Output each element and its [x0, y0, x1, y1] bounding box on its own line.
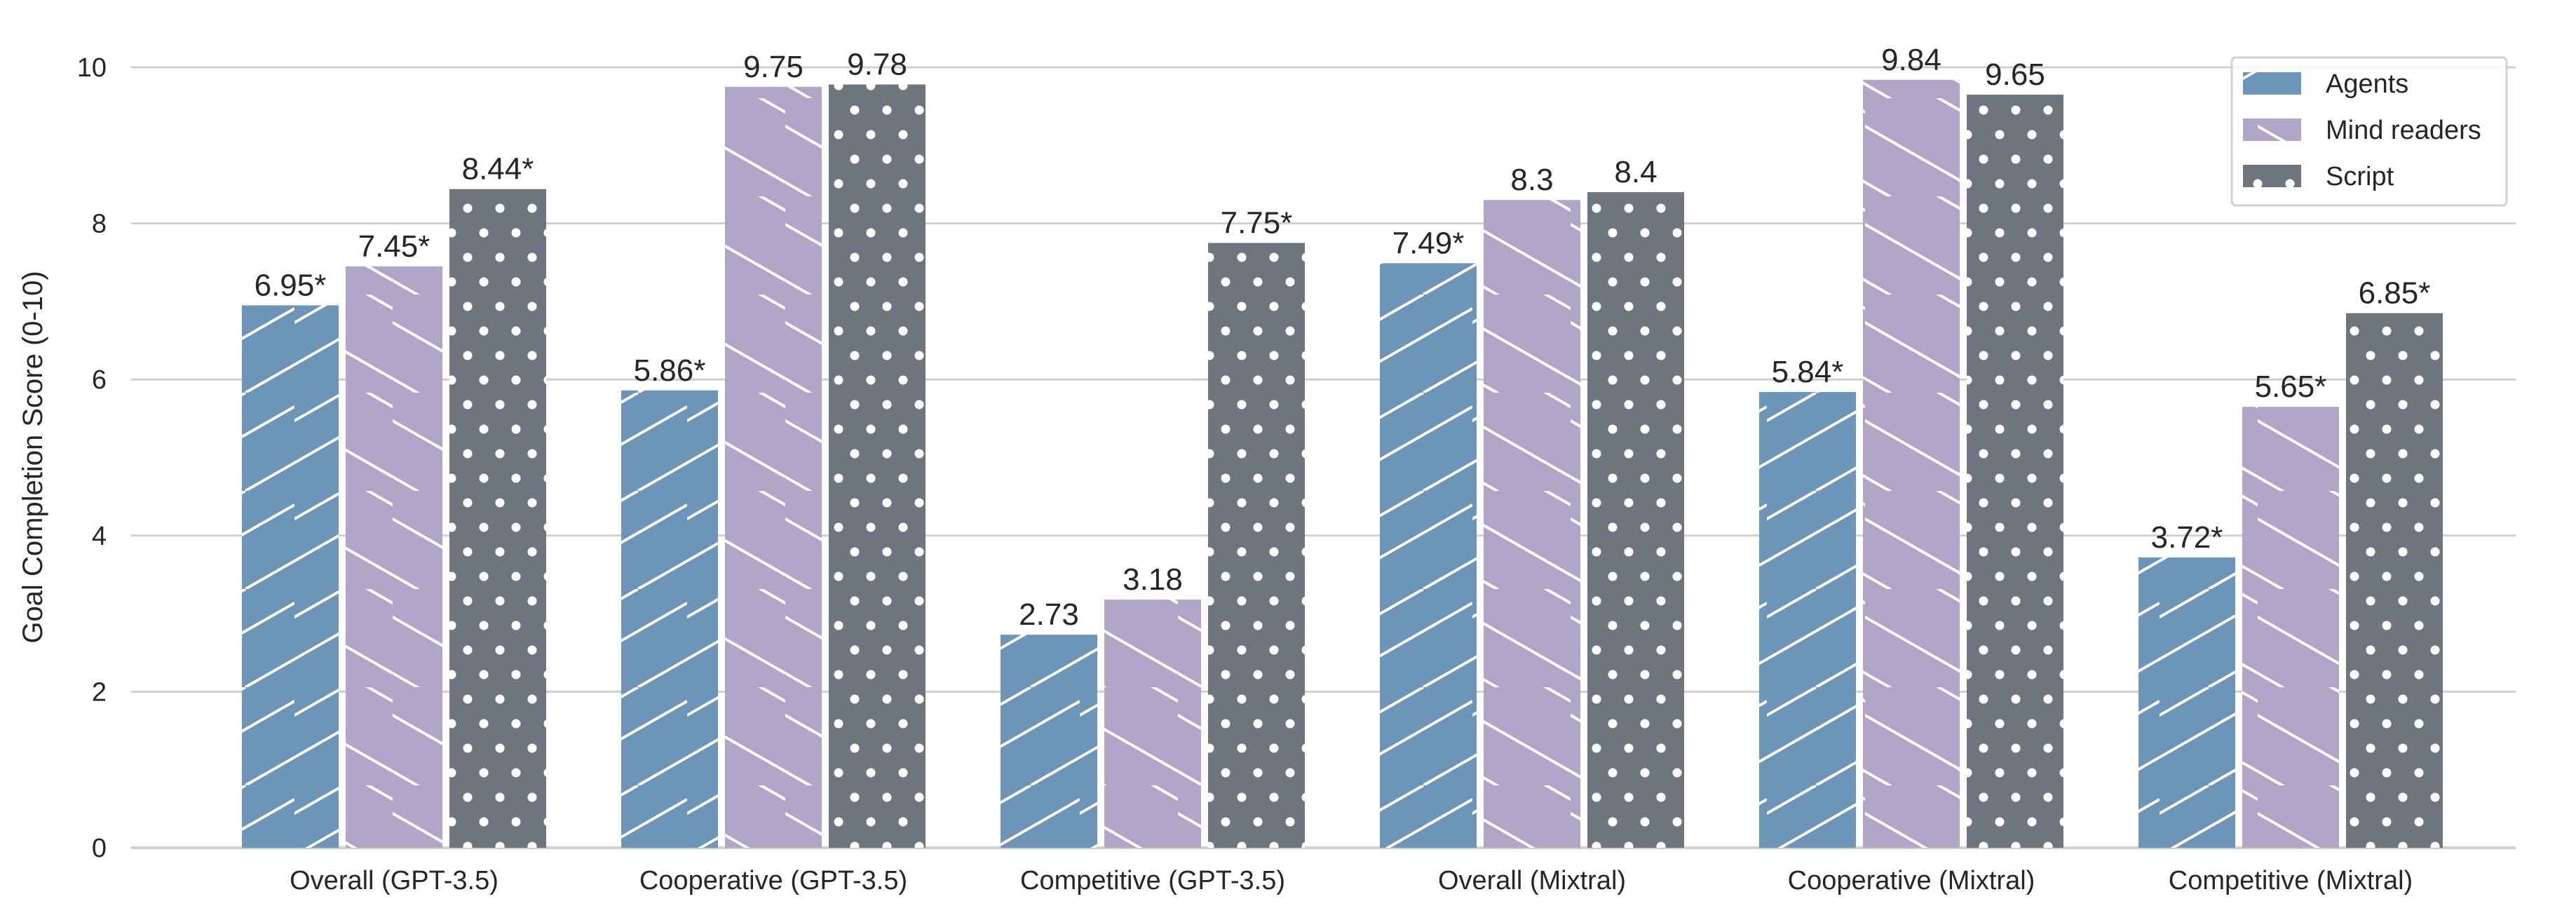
y-tick-label: 0 — [92, 834, 107, 863]
x-tick-label: Overall (Mixtral) — [1438, 866, 1626, 895]
bar-mind-readers — [725, 86, 822, 848]
bar-mind-readers — [1104, 600, 1201, 848]
value-labels: 6.95* 7.45* 8.44* 5.86* 9.75 9.78 2.73 3.18 7.75… — [255, 43, 2431, 632]
data-label: 5.86* — [634, 353, 706, 388]
y-tick-label: 6 — [92, 365, 107, 395]
data-label: 7.45* — [358, 229, 431, 264]
bars — [242, 79, 2443, 848]
y-axis-ticks: 0 2 4 6 8 10 — [77, 53, 107, 863]
bar-agents — [1759, 392, 1856, 848]
bar-mind-readers — [1863, 79, 1960, 848]
x-tick-label: Competitive (GPT-3.5) — [1020, 866, 1285, 895]
legend: Agents Mind readers Script — [2230, 56, 2508, 207]
data-label: 3.72* — [2151, 520, 2223, 555]
bar-script — [2346, 313, 2443, 848]
data-label: 7.49* — [1392, 226, 1465, 260]
data-label: 7.75* — [1221, 205, 1293, 240]
legend-swatch — [2243, 72, 2301, 95]
bar-agents — [242, 305, 339, 848]
legend-swatch — [2243, 165, 2301, 187]
legend-swatch — [2243, 119, 2301, 141]
bar-script — [449, 189, 546, 848]
bar-agents — [2138, 557, 2235, 848]
data-label: 5.65* — [2255, 370, 2327, 404]
x-tick-label: Cooperative (Mixtral) — [1788, 866, 2035, 895]
y-tick-label: 2 — [92, 677, 107, 707]
data-label: 8.3 — [1510, 163, 1553, 197]
legend-label: Script — [2326, 162, 2394, 191]
bar-script — [829, 84, 926, 848]
data-label: 8.44* — [462, 152, 534, 187]
data-label: 9.84 — [1881, 43, 1941, 77]
bar-agents — [621, 390, 718, 848]
data-label: 9.65 — [1985, 58, 2045, 92]
bar-mind-readers — [346, 266, 442, 848]
bar-script — [1208, 243, 1305, 848]
data-label: 5.84* — [1772, 355, 1844, 389]
legend-label: Agents — [2326, 69, 2408, 99]
y-axis-label: Goal Completion Score (0-10) — [18, 271, 48, 643]
x-tick-label: Cooperative (GPT-3.5) — [639, 866, 907, 895]
bar-mind-readers — [1484, 200, 1580, 848]
data-label: 3.18 — [1123, 562, 1183, 597]
bar-script — [1587, 192, 1684, 848]
data-label: 9.78 — [847, 47, 907, 81]
y-tick-label: 8 — [92, 210, 107, 239]
bar-agents — [1001, 635, 1097, 848]
bar-script — [1967, 94, 2063, 848]
y-tick-label: 4 — [92, 522, 107, 551]
bar-mind-readers — [2242, 407, 2339, 848]
data-label: 9.75 — [743, 50, 804, 84]
data-label: 6.85* — [2359, 276, 2431, 311]
legend-label: Mind readers — [2326, 116, 2481, 145]
x-axis-ticks: Overall (GPT-3.5) Cooperative (GPT-3.5) Co… — [290, 866, 2413, 895]
bar-agents — [1380, 263, 1477, 848]
data-label: 2.73 — [1019, 597, 1079, 632]
x-tick-label: Overall (GPT-3.5) — [290, 866, 499, 895]
data-label: 6.95* — [255, 268, 327, 302]
data-label: 8.4 — [1614, 155, 1657, 189]
x-tick-label: Competitive (Mixtral) — [2169, 866, 2413, 895]
y-tick-label: 10 — [77, 53, 107, 83]
